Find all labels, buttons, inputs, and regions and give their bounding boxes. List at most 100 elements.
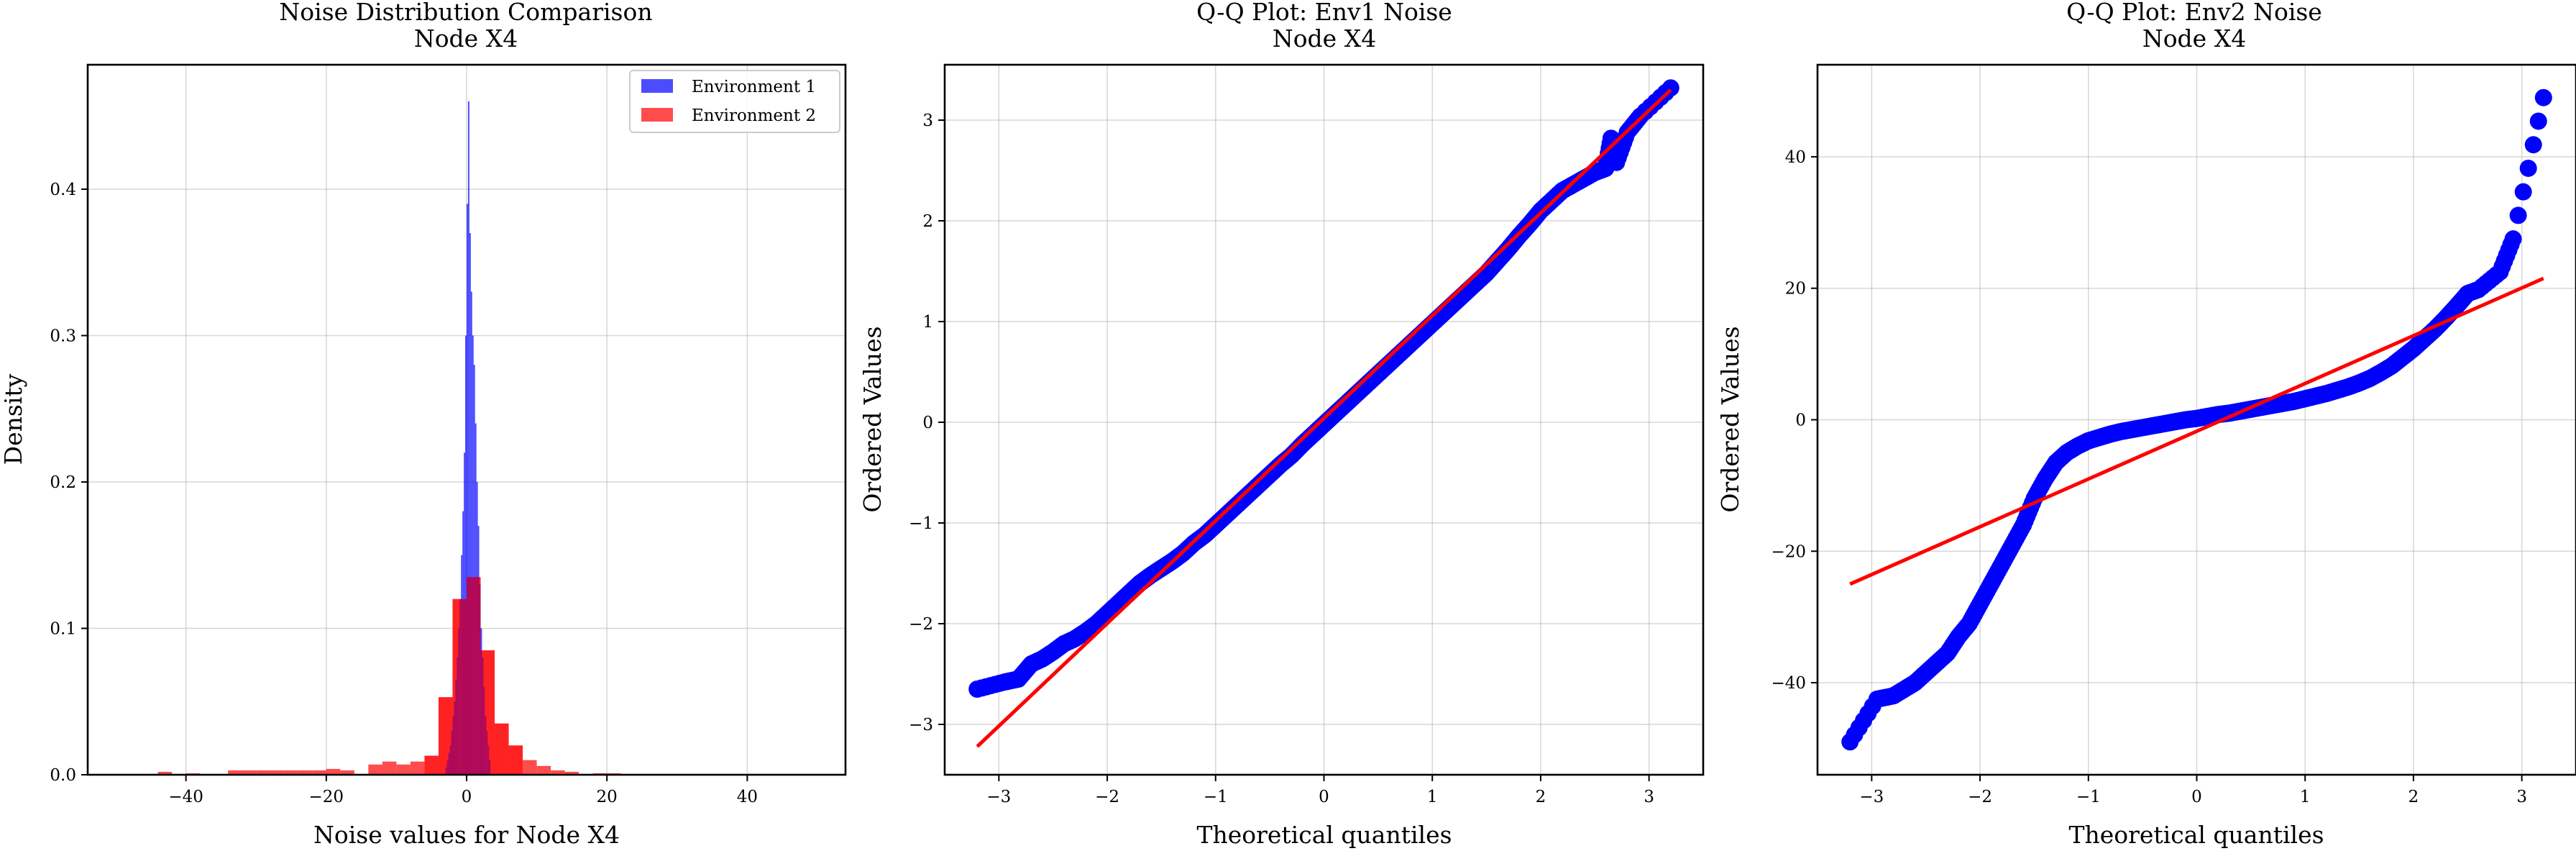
qq-point bbox=[2491, 263, 2509, 281]
qq-env2-y-axis-label: Ordered Values bbox=[1716, 326, 1744, 512]
environment-1-bar bbox=[467, 204, 468, 775]
x-tick-label: 3 bbox=[2516, 788, 2527, 806]
environment-2-bar bbox=[298, 770, 313, 775]
histogram-x-axis-label: Noise values for Node X4 bbox=[313, 821, 620, 849]
qq-point bbox=[1293, 435, 1311, 453]
x-tick-label: −20 bbox=[309, 788, 344, 806]
environment-2-bar bbox=[256, 770, 270, 775]
y-tick-label: 0.2 bbox=[50, 473, 76, 492]
environment-2-bar bbox=[564, 771, 579, 775]
environment-2-bar bbox=[157, 771, 173, 775]
qq-point bbox=[1868, 690, 1886, 708]
environment-1-bar bbox=[465, 335, 467, 775]
qq-point bbox=[2504, 230, 2522, 248]
qq-point bbox=[1009, 670, 1027, 688]
environment-2-bar bbox=[242, 770, 257, 775]
qq-point bbox=[1206, 516, 1224, 534]
qq-point bbox=[2509, 206, 2527, 224]
qq-env2-grid bbox=[1818, 65, 2576, 775]
environment-1-bar bbox=[470, 291, 472, 775]
qq-point bbox=[2514, 183, 2532, 201]
y-tick-label: −1 bbox=[909, 514, 933, 533]
qq-point bbox=[1217, 506, 1235, 524]
qq-point bbox=[1938, 644, 1956, 662]
qq-env2-panel: Q-Q Plot: Env2 Noise Node X4 −3 −2 −1 0 1 2 3−… bbox=[1716, 0, 2576, 849]
environment-2-bar bbox=[523, 760, 537, 775]
environment-2-bar bbox=[480, 650, 495, 775]
y-tick-label: 0.1 bbox=[50, 619, 76, 638]
y-tick-label: 20 bbox=[1785, 280, 1806, 299]
x-tick-label: 0 bbox=[2191, 788, 2202, 806]
qq-point bbox=[1982, 575, 2000, 593]
x-tick-label: 3 bbox=[1644, 788, 1654, 806]
qq-env1-grid bbox=[945, 65, 1703, 775]
qq-env2-x-axis-label: Theoretical quantiles bbox=[2068, 821, 2324, 849]
x-tick-label: −2 bbox=[1095, 788, 1119, 806]
y-tick-label: 0.0 bbox=[50, 766, 76, 785]
environment-2-bar bbox=[340, 770, 354, 775]
histogram-title: Noise Distribution Comparison bbox=[279, 0, 652, 26]
qq-point bbox=[1196, 526, 1214, 544]
x-tick-label: 20 bbox=[597, 788, 618, 806]
histogram-legend: Environment 1 Environment 2 bbox=[629, 70, 840, 133]
qq-point bbox=[2470, 281, 2488, 299]
x-tick-label: −1 bbox=[1204, 788, 1228, 806]
qq-env2-subtitle: Node X4 bbox=[2142, 24, 2246, 53]
histogram-bars bbox=[157, 101, 621, 775]
x-tick-label: 0 bbox=[462, 788, 472, 806]
qq-env1-subtitle: Node X4 bbox=[1273, 24, 1376, 53]
environment-2-bar bbox=[228, 770, 242, 775]
environment-2-bar bbox=[396, 764, 411, 775]
legend-swatch-environment-1 bbox=[641, 79, 673, 93]
qq-point bbox=[1993, 555, 2011, 573]
y-tick-label: −20 bbox=[1771, 542, 1806, 561]
environment-2-bar bbox=[382, 761, 397, 775]
environment-2-bar bbox=[508, 745, 523, 775]
qq-point bbox=[1971, 595, 1989, 613]
qq-point bbox=[1261, 465, 1279, 483]
y-tick-label: 1 bbox=[922, 313, 933, 332]
qq-point bbox=[2448, 297, 2466, 315]
x-tick-label: −1 bbox=[2076, 788, 2101, 806]
qq-point bbox=[1250, 475, 1268, 493]
qq-point bbox=[995, 673, 1013, 691]
y-tick-label: 40 bbox=[1785, 148, 1806, 167]
qq-point bbox=[2014, 516, 2032, 534]
qq-point bbox=[2004, 536, 2022, 554]
qq-fit-line bbox=[976, 88, 1672, 748]
qq-fit-line bbox=[1849, 276, 2544, 586]
environment-2-bar bbox=[551, 770, 565, 775]
histogram-ticks: −40 −20 0 20 40 0.0 0.1 0.2 0.3 0.4 bbox=[50, 181, 758, 806]
qq-env1-panel: Q-Q Plot: Env1 Noise Node X4 −3 −2 −1 0 1 2 3−… bbox=[858, 0, 1705, 849]
y-tick-label: 0.4 bbox=[50, 181, 76, 199]
qq-point bbox=[2519, 159, 2537, 177]
y-tick-label: 0 bbox=[1795, 411, 1806, 430]
qq-env1-points bbox=[968, 79, 1679, 748]
qq-point bbox=[1608, 153, 1626, 171]
qq-point bbox=[1499, 240, 1517, 258]
qq-point bbox=[1961, 614, 1978, 632]
y-tick-label: 2 bbox=[922, 212, 933, 231]
environment-2-bar bbox=[410, 761, 425, 775]
qq-point bbox=[1228, 496, 1246, 514]
environment-2-bar bbox=[312, 770, 326, 775]
x-tick-label: 0 bbox=[1319, 788, 1329, 806]
environment-2-bar bbox=[284, 770, 298, 775]
x-tick-label: 1 bbox=[1427, 788, 1438, 806]
x-tick-label: −3 bbox=[986, 788, 1011, 806]
qq-point bbox=[1239, 486, 1257, 504]
qq-point bbox=[2534, 88, 2552, 106]
x-tick-label: −2 bbox=[1968, 788, 1992, 806]
y-tick-label: −40 bbox=[1771, 674, 1806, 693]
legend-label-environment-2: Environment 2 bbox=[692, 106, 816, 125]
qq-env2-ticks: −3 −2 −1 0 1 2 3 −40 −20 0 20 40 bbox=[1771, 148, 2527, 806]
legend-swatch-environment-2 bbox=[641, 108, 673, 122]
environment-1-bar bbox=[469, 233, 471, 775]
environment-1-bar bbox=[467, 101, 469, 775]
histogram-panel: Noise Distribution Comparison Node X4 −4… bbox=[0, 0, 847, 849]
legend-box bbox=[629, 70, 840, 133]
y-tick-label: 0 bbox=[922, 414, 933, 432]
environment-2-bar bbox=[270, 770, 285, 775]
x-tick-label: 2 bbox=[1536, 788, 1546, 806]
qq-env1-y-axis-label: Ordered Values bbox=[858, 326, 886, 512]
